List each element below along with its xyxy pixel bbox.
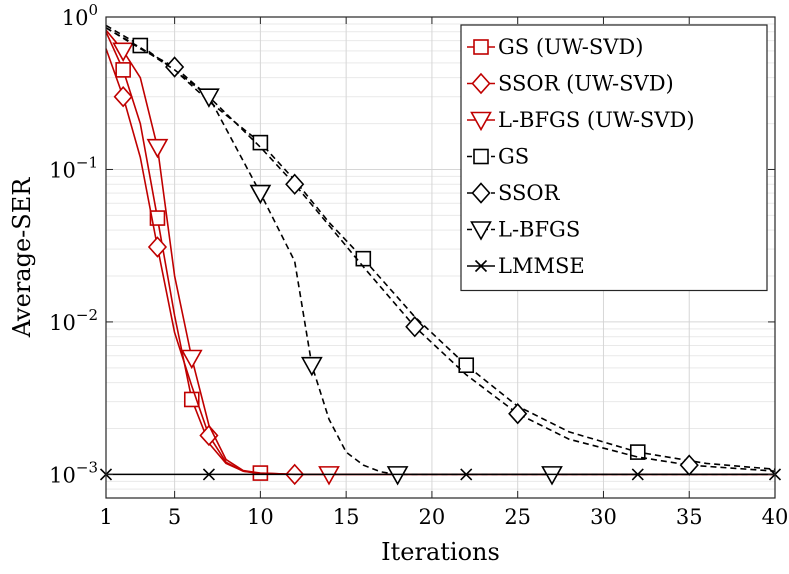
x-marker [631, 468, 644, 481]
x-tick-label: 1 [99, 505, 112, 529]
x-axis-label: Iterations [381, 538, 500, 566]
diamond-marker [147, 236, 168, 258]
triangle-down-marker [470, 221, 492, 241]
square-marker [355, 250, 372, 267]
triangle-down-marker [318, 466, 340, 486]
diamond-marker [471, 72, 491, 95]
legend-label: SSOR [498, 181, 561, 205]
legend-entry: SSOR (UW-SVD) [467, 72, 674, 96]
square-marker [252, 134, 269, 151]
series-lmmse [99, 468, 782, 481]
legend-label: L-BFGS [498, 218, 580, 242]
x-marker [460, 468, 473, 481]
diamond-marker [679, 454, 699, 476]
diamond-marker [405, 316, 425, 338]
legend-label: L-BFGS (UW-SVD) [498, 108, 695, 132]
x-tick-label: 35 [676, 505, 703, 529]
x-tick-label: 10 [247, 505, 274, 529]
diamond-marker [113, 86, 133, 108]
diamond-marker [165, 56, 185, 78]
y-tick-label: 100 [62, 1, 98, 30]
triangle-down-marker [198, 88, 220, 108]
square-marker [458, 357, 475, 374]
x-tick-label: 15 [333, 505, 360, 529]
series-line [105, 27, 776, 472]
triangle-down-marker [112, 42, 135, 62]
legend-label: GS [498, 145, 529, 169]
square-marker [149, 210, 166, 226]
series-ssor [105, 27, 776, 476]
legend-entry: GS [467, 145, 529, 169]
triangle-down-marker [249, 184, 272, 205]
legend-label: LMMSE [498, 254, 585, 278]
legend-entry: LMMSE [467, 254, 585, 278]
series-l-bfgs [105, 27, 775, 486]
plot-frame [105, 16, 776, 499]
x-tick-label: 25 [504, 505, 531, 529]
legend-entry: SSOR [467, 181, 561, 205]
legend-label: GS (UW-SVD) [498, 35, 643, 59]
triangle-down-marker [386, 466, 409, 486]
triangle-down-marker [541, 466, 563, 486]
x-marker [474, 259, 488, 273]
axes [105, 16, 776, 499]
diamond-marker [508, 403, 528, 425]
y-axis-label: Average-SER [8, 177, 36, 339]
legend-entry: L-BFGS [467, 218, 580, 242]
diamond-marker [471, 182, 491, 204]
y-tick-label: 10−3 [49, 458, 98, 487]
y-tick-label: 10−2 [49, 306, 98, 335]
x-tick-label: 30 [590, 505, 617, 529]
series-layer [99, 24, 782, 486]
x-tick-label: 5 [168, 505, 181, 529]
triangle-down-marker [300, 356, 323, 377]
y-tick-label: 10−1 [49, 153, 98, 182]
x-tick-label: 40 [762, 505, 789, 529]
diamond-marker [199, 424, 219, 447]
legend-entry: GS (UW-SVD) [467, 35, 643, 59]
legend: GS (UW-SVD) SSOR (UW-SVD) L-BFGS (UW-SVD) G… [460, 24, 768, 292]
triangle-down-marker [470, 111, 492, 132]
square-marker [473, 39, 489, 55]
triangle-down-marker [180, 349, 203, 370]
x-marker [202, 468, 215, 481]
series-gs [105, 24, 776, 471]
triangle-down-marker [146, 138, 169, 159]
legend-entry: L-BFGS (UW-SVD) [467, 108, 695, 132]
legend-label: SSOR (UW-SVD) [498, 72, 674, 96]
square-marker [473, 148, 489, 165]
legend-box [460, 24, 768, 292]
diamond-marker [285, 173, 305, 195]
square-marker [115, 62, 131, 78]
x-tick-label: 20 [419, 505, 446, 529]
